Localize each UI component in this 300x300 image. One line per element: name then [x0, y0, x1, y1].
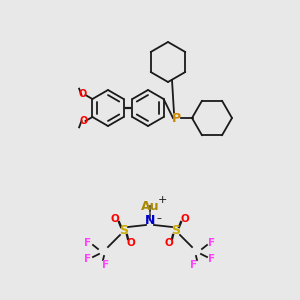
Text: –: – [157, 213, 161, 223]
Text: F: F [208, 238, 216, 248]
Text: O: O [127, 238, 135, 248]
Text: S: S [172, 224, 181, 238]
Text: F: F [208, 254, 216, 264]
Text: F: F [102, 260, 110, 270]
Text: Au: Au [141, 200, 159, 212]
Text: +: + [157, 195, 167, 205]
Text: S: S [119, 224, 128, 238]
Text: F: F [84, 238, 92, 248]
Text: O: O [80, 116, 88, 126]
Text: O: O [165, 238, 173, 248]
Text: O: O [111, 214, 119, 224]
Text: F: F [84, 254, 92, 264]
Text: N: N [145, 214, 155, 227]
Text: P: P [171, 112, 181, 124]
Text: F: F [190, 260, 198, 270]
Text: O: O [181, 214, 189, 224]
Text: O: O [78, 89, 87, 99]
